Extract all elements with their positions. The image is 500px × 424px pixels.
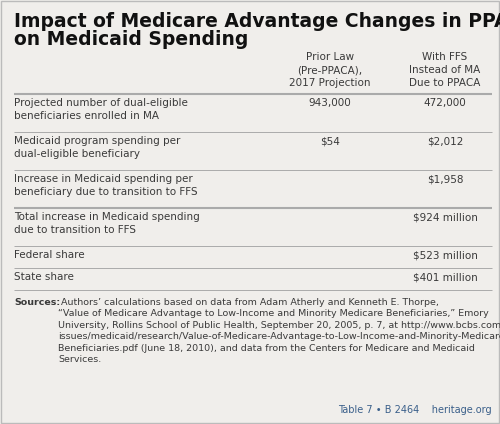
Text: Total increase in Medicaid spending
due to transition to FFS: Total increase in Medicaid spending due …: [14, 212, 200, 235]
Text: Prior Law
(Pre-PPACA),
2017 Projection: Prior Law (Pre-PPACA), 2017 Projection: [289, 52, 371, 88]
Text: Authors’ calculations based on data from Adam Atherly and Kenneth E. Thorpe,
“Va: Authors’ calculations based on data from…: [58, 298, 500, 364]
Text: Table 7 • B 2464    heritage.org: Table 7 • B 2464 heritage.org: [338, 405, 492, 415]
Text: State share: State share: [14, 272, 74, 282]
Text: Sources:: Sources:: [14, 298, 60, 307]
Text: 943,000: 943,000: [308, 98, 352, 108]
Text: With FFS
Instead of MA
Due to PPACA: With FFS Instead of MA Due to PPACA: [410, 52, 480, 88]
Text: $924 million: $924 million: [412, 212, 478, 222]
Text: on Medicaid Spending: on Medicaid Spending: [14, 30, 248, 49]
Text: Medicaid program spending per
dual-eligible beneficiary: Medicaid program spending per dual-eligi…: [14, 136, 180, 159]
Text: $523 million: $523 million: [412, 250, 478, 260]
Text: Increase in Medicaid spending per
beneficiary due to transition to FFS: Increase in Medicaid spending per benefi…: [14, 174, 198, 197]
Text: Impact of Medicare Advantage Changes in PPACA: Impact of Medicare Advantage Changes in …: [14, 12, 500, 31]
Text: $401 million: $401 million: [412, 272, 478, 282]
Text: Projected number of dual-eligible
beneficiaries enrolled in MA: Projected number of dual-eligible benefi…: [14, 98, 188, 121]
Text: $1,958: $1,958: [427, 174, 463, 184]
Text: $54: $54: [320, 136, 340, 146]
Text: Federal share: Federal share: [14, 250, 84, 260]
Text: $2,012: $2,012: [427, 136, 463, 146]
Text: 472,000: 472,000: [424, 98, 467, 108]
